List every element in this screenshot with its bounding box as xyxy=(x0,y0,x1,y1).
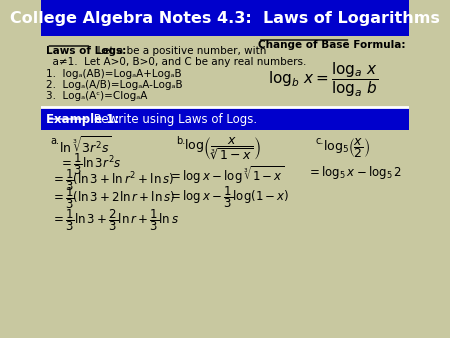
Text: $\mathit{= \log_5 x - \log_5 2}$: $\mathit{= \log_5 x - \log_5 2}$ xyxy=(307,164,402,181)
Text: $\mathit{= \dfrac{1}{3}\!\left(\ln 3 + \ln r^2 + \ln s\right)}$: $\mathit{= \dfrac{1}{3}\!\left(\ln 3 + \… xyxy=(51,167,174,193)
FancyBboxPatch shape xyxy=(40,108,410,130)
Text: 1.  logₐ(AB)=LogₐA+LogₐB: 1. logₐ(AB)=LogₐA+LogₐB xyxy=(46,69,182,79)
Text: $\mathit{= \dfrac{1}{3}\ln 3 + \dfrac{2}{3}\ln r + \dfrac{1}{3}\ln s}$: $\mathit{= \dfrac{1}{3}\ln 3 + \dfrac{2}… xyxy=(51,207,180,233)
Text: $\mathit{\ln \sqrt[3]{3r^2s}}$: $\mathit{\ln \sqrt[3]{3r^2s}}$ xyxy=(59,136,112,157)
Text: Let a be a positive number, with: Let a be a positive number, with xyxy=(91,46,267,56)
Text: c.: c. xyxy=(315,136,324,146)
Text: $\mathit{\log_b\, x = \dfrac{\log_a\, x}{\log_a\, b}}$: $\mathit{\log_b\, x = \dfrac{\log_a\, x}… xyxy=(269,60,379,99)
Text: b.: b. xyxy=(176,136,185,146)
Text: $\mathit{= \dfrac{1}{3} \ln 3r^2s}$: $\mathit{= \dfrac{1}{3} \ln 3r^2s}$ xyxy=(59,151,122,177)
Text: a.: a. xyxy=(50,136,59,146)
Text: $\mathit{= \log x - \log \sqrt[3]{1-x}}$: $\mathit{= \log x - \log \sqrt[3]{1-x}}$ xyxy=(167,164,284,186)
Text: Example 1:: Example 1: xyxy=(46,113,120,125)
Text: College Algebra Notes 4.3:  Laws of Logarithms: College Algebra Notes 4.3: Laws of Logar… xyxy=(10,10,440,25)
FancyBboxPatch shape xyxy=(40,0,410,36)
Text: a≠1.  Let A>0, B>0, and C be any real numbers.: a≠1. Let A>0, B>0, and C be any real num… xyxy=(46,57,307,67)
Text: $\mathit{\log\!\left(\dfrac{x}{\sqrt[3]{1-x}}\right)}$: $\mathit{\log\!\left(\dfrac{x}{\sqrt[3]{… xyxy=(184,136,261,162)
Text: Laws of Logs:: Laws of Logs: xyxy=(46,46,126,56)
Text: $\mathit{= \dfrac{1}{3}\!\left(\ln 3 + 2\ln r + \ln s\right)}$: $\mathit{= \dfrac{1}{3}\!\left(\ln 3 + 2… xyxy=(51,185,176,211)
Text: $\mathit{\log_5\!\left(\dfrac{x}{2}\right)}$: $\mathit{\log_5\!\left(\dfrac{x}{2}\righ… xyxy=(324,136,371,160)
Text: 3.  Logₐ(Aᶜ)=ClogₐA: 3. Logₐ(Aᶜ)=ClogₐA xyxy=(46,91,148,101)
Text: $\mathit{= \log x - \dfrac{1}{3}\log(1-x)}$: $\mathit{= \log x - \dfrac{1}{3}\log(1-x… xyxy=(167,184,289,210)
Text: 2.  Logₐ(A/B)=LogₐA-LogₐB: 2. Logₐ(A/B)=LogₐA-LogₐB xyxy=(46,80,183,90)
Text: Rewrite using Laws of Logs.: Rewrite using Laws of Logs. xyxy=(90,113,257,125)
Text: Change of Base Formula:: Change of Base Formula: xyxy=(258,40,405,50)
